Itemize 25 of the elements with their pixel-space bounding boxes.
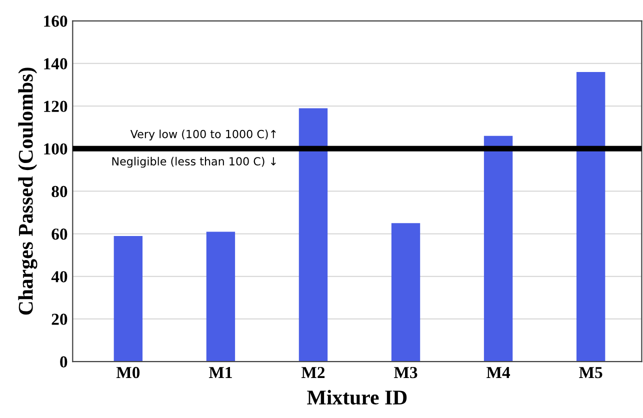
- y-tick-label: 120: [44, 100, 68, 112]
- x-tick-label: M3: [394, 366, 418, 378]
- y-tick-label: 160: [44, 16, 68, 27]
- y-tick-label: 60: [52, 228, 68, 240]
- y-tick-label: 100: [44, 143, 68, 155]
- bar: [484, 136, 513, 362]
- bar: [391, 223, 420, 362]
- annotation: Very low (100 to 1000 C)↑: [130, 130, 276, 140]
- bar: [576, 72, 606, 362]
- x-tick-label: M5: [579, 367, 602, 378]
- x-tick-label: M1: [208, 366, 232, 378]
- y-tick-label: 0: [60, 356, 68, 368]
- x-axis-title: Mixture ID: [307, 390, 407, 405]
- x-tick-label: M0: [116, 366, 140, 378]
- y-axis-title: Charges Passed (Coulombs): [18, 68, 38, 315]
- bar: [114, 236, 143, 362]
- y-tick-label: 20: [52, 314, 68, 325]
- annotation: Negligible (less than 100 C) ↓: [112, 156, 276, 168]
- x-tick-label: M2: [301, 366, 325, 378]
- y-tick-label: 40: [51, 271, 68, 282]
- y-tick-label: 80: [52, 186, 68, 198]
- x-tick-label: M4: [486, 367, 510, 378]
- y-tick-label: 140: [44, 58, 68, 70]
- bar: [298, 108, 328, 362]
- bar: [206, 232, 236, 362]
